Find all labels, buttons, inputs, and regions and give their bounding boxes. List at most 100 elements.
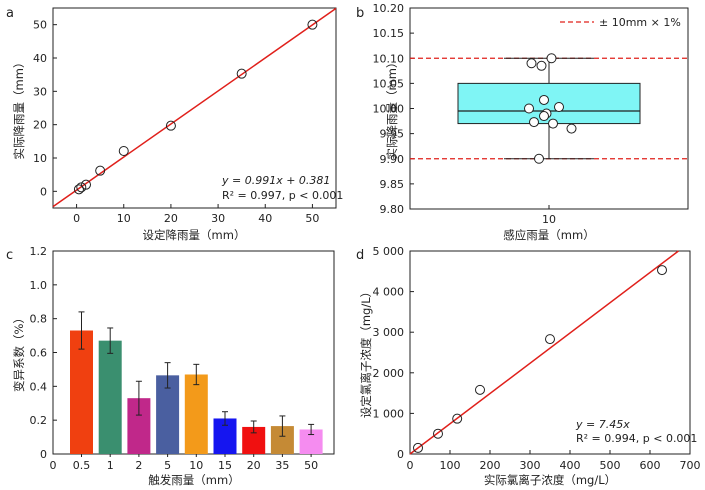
panel-d-label: d: [356, 248, 364, 263]
panel-c-ytick-label: 1.2: [30, 245, 48, 258]
panel-c-bar: [242, 426, 266, 454]
panel-b-point: [548, 118, 558, 129]
panel-c-xtick-label: 2: [135, 459, 142, 472]
panel-d-ytick-label: 2 000: [373, 367, 405, 380]
panel-a-equation: y = 0.991x + 0.381: [221, 174, 330, 187]
panel-b-ytick-label: 9.80: [380, 203, 405, 216]
panel-c-xtick-label: 1: [107, 459, 114, 472]
panel-c-ytick-label: 0: [40, 448, 47, 461]
panel-a-point: [307, 19, 318, 30]
panel-b-ytick-label: 10.05: [373, 77, 405, 90]
panel-c-xtick-label: 15: [218, 459, 232, 472]
panel-a-point: [73, 184, 84, 195]
panel-a-label: a: [6, 6, 14, 21]
panel-b-y-ticks: 9.80 9.85 9.90 9.95 10.00 10.05 10.10 10.15 10.2…: [373, 2, 414, 216]
panel-a-xlabel: 设定降雨量（mm）: [143, 228, 246, 242]
panel-a-ytick-label: 30: [33, 85, 47, 98]
panel-c-bars: [70, 311, 323, 454]
panel-a-xtick-label: 30: [211, 212, 225, 225]
panel-a-ytick-label: 50: [33, 19, 47, 32]
panel-a-ylabel: 实际降雨量（mm）: [12, 57, 26, 160]
panel-c-ytick-label: 0.6: [30, 347, 48, 360]
panel-b-point: [546, 53, 557, 64]
panel-c-bar: [213, 418, 237, 454]
panel-d-xtick-label: 400: [560, 459, 581, 472]
panel-d-point: [657, 265, 667, 276]
panel-b-ytick-label: 10.10: [373, 52, 405, 65]
panel-c-xtick-label: 35: [275, 459, 289, 472]
panel-b-x-tick: 10: [542, 205, 556, 226]
panel-c-bar: [70, 330, 93, 454]
panel-a-point: [118, 146, 129, 156]
panel-c-bar: [98, 340, 122, 454]
panel-b-legend-label: ± 10mm × 1%: [599, 16, 681, 29]
panel-a-point: [236, 68, 247, 79]
panel-b-point: [539, 111, 549, 122]
panel-b-ylabel: 实际降雨量（mm）: [385, 57, 399, 160]
panel-a-points: [73, 19, 318, 195]
panel-b-point: [566, 123, 577, 134]
panel-a-xtick-label: 20: [164, 212, 178, 225]
panel-b-xtick-label: 10: [542, 213, 556, 226]
panel-d-ytick-label: 0: [397, 448, 404, 461]
panel-b-point: [536, 60, 547, 71]
panel-c-xtick-label: 5: [164, 459, 171, 472]
panel-b-label: b: [356, 6, 364, 21]
panel-d-ylabel: 设定氯离子浓度（mg/L）: [359, 286, 373, 418]
panel-c-bar: [127, 398, 151, 454]
panel-c-ytick-label: 0.8: [30, 313, 48, 326]
panel-c-xtick-label: 20: [247, 459, 261, 472]
panel-a-xtick-label: 10: [117, 212, 131, 225]
panel-c-y-ticks: 0 0.2 0.4 0.6 0.8 1.0 1.2: [30, 245, 57, 461]
panel-b-point: [524, 103, 534, 114]
panel-d-point: [545, 334, 555, 345]
panel-c-xlabel: 触发雨量（mm）: [148, 473, 239, 487]
panel-d-ytick-label: 5 000: [373, 245, 405, 258]
panel-b-xlabel: 感应雨量（mm）: [503, 228, 594, 242]
panel-a-ytick-label: 0: [40, 185, 47, 198]
panel-b-ytick-label: 9.85: [380, 178, 405, 191]
panel-c-xtick-label: 10: [189, 459, 203, 472]
panel-c-xtick-label: 0.5: [73, 459, 91, 472]
panel-d-point: [433, 428, 443, 439]
panel-d-point: [413, 442, 423, 453]
panel-c-ytick-label: 0.4: [30, 380, 48, 393]
panel-d-xtick-label: 500: [600, 459, 621, 472]
panel-c-bar: [184, 374, 208, 454]
panel-b-ytick-label: 9.95: [380, 128, 405, 141]
panel-d-xtick-label: 200: [480, 459, 501, 472]
panel-b-point: [529, 117, 539, 128]
panel-d: d 0 100 200 300 400 500 600 700 0 1 000 2 000 3 00…: [356, 245, 701, 487]
panel-d-xtick-label: 600: [640, 459, 661, 472]
panel-c-x-ticks: 0.5 1 2 5 10 15 20 35 50: [73, 454, 318, 472]
panel-d-point: [475, 384, 485, 395]
panel-a-point: [95, 165, 106, 176]
panel-b-point: [554, 101, 564, 112]
panel-c-bar: [270, 426, 294, 454]
panel-d-ytick-label: 4 000: [373, 286, 405, 299]
panel-b-ytick-label: 10.20: [373, 2, 405, 15]
panel-d-equation: y = 7.45x: [575, 418, 630, 431]
panel-d-ytick-label: 3 000: [373, 326, 405, 339]
panel-a-r2: R² = 0.997, p < 0.001: [222, 189, 343, 202]
panel-c-label: c: [6, 248, 13, 263]
panel-d-point: [452, 413, 463, 424]
panel-c-x-zero-label: 0: [50, 459, 57, 472]
panel-b-ytick-label: 9.90: [380, 153, 405, 166]
panel-a-frame: [52, 7, 337, 209]
panel-c-ytick-label: 1.0: [30, 279, 48, 292]
panel-a-x-ticks: 0 10 20 30 40 50: [73, 204, 319, 225]
panel-d-points: [413, 265, 667, 453]
panel-b-ytick-label: 10.15: [373, 27, 405, 40]
panel-b-points: [524, 53, 577, 164]
panel-d-xtick-label: 300: [520, 459, 541, 472]
panel-a-xtick-label: 40: [258, 212, 272, 225]
panel-b-ytick-label: 10.00: [373, 103, 405, 116]
panel-a: a 0 10 20 30 40 50 0 10 20 30 40 50 y = 0.991x + 0…: [6, 6, 343, 242]
panel-b-boxplot: [457, 57, 641, 160]
panel-c-bar: [299, 429, 323, 454]
panel-c: c 0 0.2 0.4 0.6 0.8 1.0 1.2 0.5 1 2 5 10 15 20 35 50 0…: [6, 245, 335, 487]
panel-a-y-ticks: 0 10 20 30 40 50: [33, 19, 57, 198]
panel-b-point: [539, 94, 549, 105]
